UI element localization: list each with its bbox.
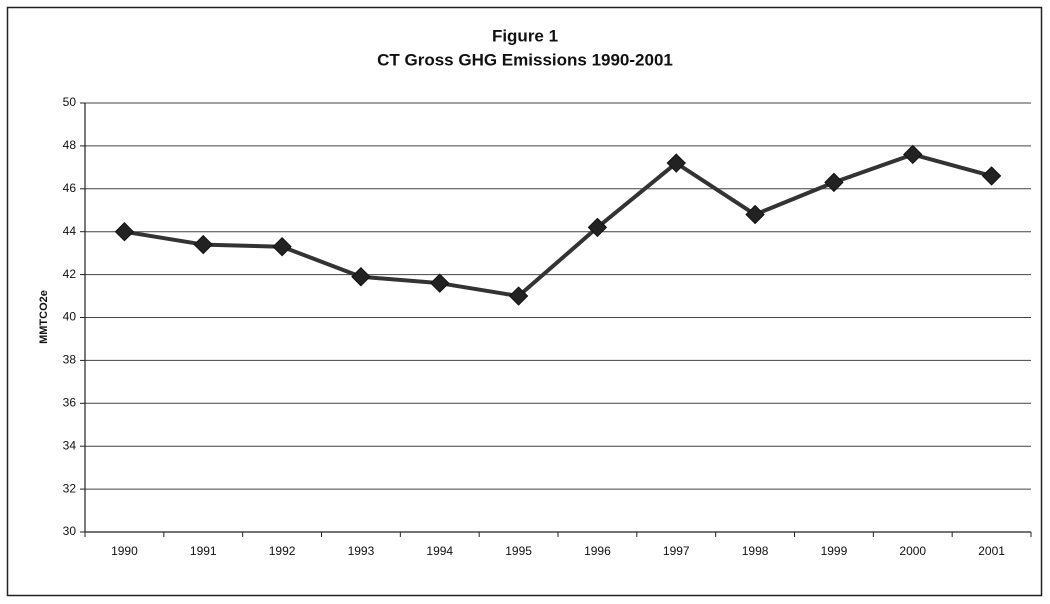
data-point — [981, 166, 1002, 186]
data-point — [430, 273, 450, 293]
x-tick-label: 1992 — [269, 544, 296, 558]
x-tick-label: 2001 — [978, 544, 1005, 558]
series-line — [124, 152, 993, 299]
y-tick-label: 42 — [63, 267, 77, 281]
data-point — [114, 221, 135, 242]
chart-subtitle: CT Gross GHG Emissions 1990-2001 — [377, 50, 673, 69]
x-tick-label: 1996 — [584, 544, 611, 558]
y-tick-label: 50 — [63, 95, 77, 109]
data-point — [587, 217, 608, 238]
y-tick-label: 32 — [63, 481, 77, 495]
x-tick-label: 1998 — [742, 544, 769, 558]
x-tick-label: 1993 — [348, 544, 375, 558]
data-point — [903, 144, 923, 165]
chart-title: Figure 1 — [492, 26, 558, 45]
data-point — [272, 237, 292, 257]
x-tick-label: 1994 — [426, 544, 453, 558]
data-point — [666, 153, 686, 173]
y-tick-label: 40 — [63, 310, 77, 324]
x-tick-label: 1990 — [111, 544, 138, 558]
x-tick-label: 2000 — [899, 544, 926, 558]
x-tick-label: 1999 — [821, 544, 848, 558]
data-point — [508, 286, 529, 306]
y-tick-label: 44 — [63, 224, 77, 238]
y-tick-label: 46 — [63, 181, 77, 195]
data-point — [193, 234, 213, 255]
x-tick-label: 1997 — [663, 544, 690, 558]
data-point — [745, 204, 765, 225]
y-tick-label: 36 — [63, 395, 77, 409]
y-axis-title: MMTCO2e — [38, 290, 50, 344]
x-tick-label: 1991 — [190, 544, 217, 558]
y-tick-label: 48 — [63, 138, 77, 152]
y-tick-label: 34 — [63, 438, 77, 452]
x-tick-label: 1995 — [505, 544, 532, 558]
data-point — [351, 267, 371, 287]
data-point — [824, 172, 844, 193]
y-tick-label: 30 — [63, 524, 77, 538]
chart-frame — [6, 6, 1043, 597]
y-tick-label: 38 — [63, 353, 77, 367]
